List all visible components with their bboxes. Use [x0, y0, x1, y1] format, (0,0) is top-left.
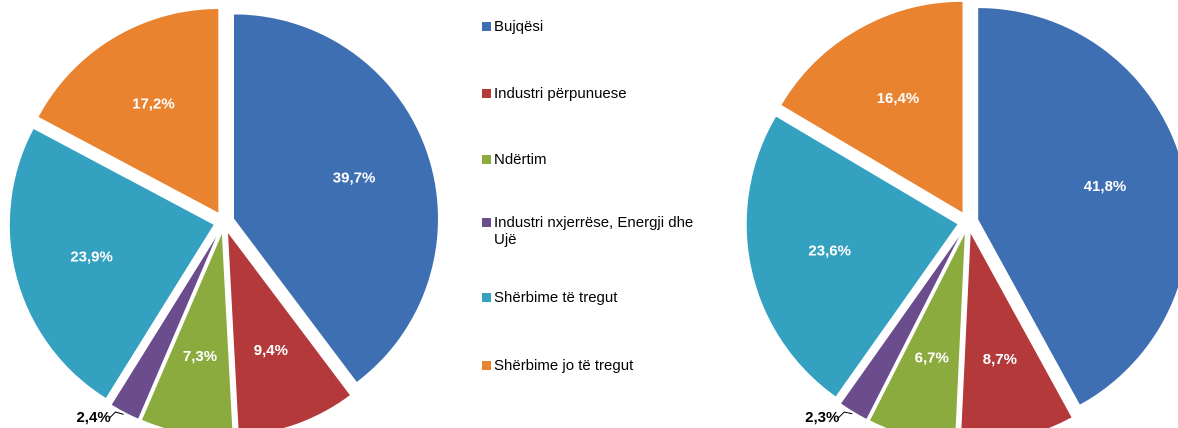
leader-line	[109, 411, 124, 419]
legend-item: Shërbime jo të tregut	[482, 357, 732, 374]
pie-slice	[745, 115, 959, 398]
pie-slice	[8, 127, 216, 400]
legend-item: Shërbime të tregut	[482, 289, 732, 306]
data-label: 6,7%	[915, 350, 949, 367]
legend-swatch	[482, 89, 491, 98]
pie-slice	[226, 229, 352, 428]
pie-slice	[780, 0, 964, 215]
pie-slice	[839, 230, 964, 421]
data-label: 23,9%	[70, 249, 113, 266]
legend-item: Industri nxjerrëse, Energji dhe Ujë	[482, 214, 732, 248]
legend-swatch	[482, 22, 491, 31]
data-label: 39,7%	[333, 170, 376, 187]
legend-label: Bujqësi	[494, 18, 544, 35]
legend-swatch	[482, 218, 491, 227]
pie-slice	[977, 7, 1178, 407]
legend-swatch	[482, 293, 491, 302]
data-label: 7,3%	[183, 348, 217, 365]
legend-label: Shërbime jo të tregut	[494, 357, 634, 374]
legend-swatch	[482, 155, 491, 164]
data-label: 17,2%	[132, 95, 175, 112]
leader-line	[837, 411, 853, 419]
legend-label: Industri përpunuese	[494, 85, 627, 102]
data-label: 2,4%	[76, 409, 110, 426]
legend-label: Ndërtim	[494, 151, 547, 168]
legend-label: Shërbime të tregut	[494, 289, 618, 306]
data-label: 8,7%	[983, 351, 1017, 368]
legend-swatch	[482, 361, 491, 370]
pie-slice	[37, 7, 220, 215]
legend-item: Bujqësi	[482, 18, 732, 35]
pie-slice	[960, 229, 1073, 428]
legend-item: Ndërtim	[482, 151, 732, 168]
data-label: 23,6%	[808, 242, 851, 259]
data-label: 16,4%	[877, 90, 920, 107]
data-label: 9,4%	[254, 342, 288, 359]
pie-slice	[110, 230, 220, 420]
pie-slice	[232, 13, 439, 384]
pie-slice	[140, 231, 234, 428]
data-label: 41,8%	[1084, 178, 1127, 195]
data-label: 2,3%	[805, 409, 839, 426]
pie-slice	[868, 231, 966, 428]
legend-item: Industri përpunuese	[482, 85, 732, 102]
legend-label: Industri nxjerrëse, Energji dhe Ujë	[494, 214, 694, 248]
